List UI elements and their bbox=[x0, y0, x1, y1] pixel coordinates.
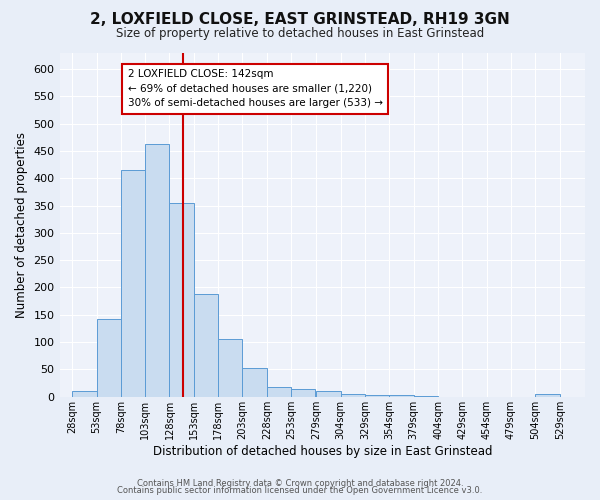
Bar bbox=[414, 396, 438, 397]
Bar bbox=[145, 144, 169, 397]
Bar bbox=[242, 368, 267, 397]
Text: 2, LOXFIELD CLOSE, EAST GRINSTEAD, RH19 3GN: 2, LOXFIELD CLOSE, EAST GRINSTEAD, RH19 … bbox=[90, 12, 510, 28]
Text: Contains public sector information licensed under the Open Government Licence v3: Contains public sector information licen… bbox=[118, 486, 482, 495]
Bar bbox=[316, 391, 341, 397]
Bar bbox=[535, 394, 560, 397]
Bar bbox=[121, 170, 145, 397]
Text: Contains HM Land Registry data © Crown copyright and database right 2024.: Contains HM Land Registry data © Crown c… bbox=[137, 478, 463, 488]
Bar bbox=[389, 395, 414, 397]
Y-axis label: Number of detached properties: Number of detached properties bbox=[15, 132, 28, 318]
Bar bbox=[365, 394, 389, 397]
X-axis label: Distribution of detached houses by size in East Grinstead: Distribution of detached houses by size … bbox=[152, 444, 492, 458]
Bar bbox=[169, 203, 194, 397]
Text: 2 LOXFIELD CLOSE: 142sqm
← 69% of detached houses are smaller (1,220)
30% of sem: 2 LOXFIELD CLOSE: 142sqm ← 69% of detach… bbox=[128, 69, 383, 108]
Bar bbox=[97, 319, 121, 397]
Bar bbox=[72, 392, 97, 397]
Bar bbox=[267, 387, 291, 397]
Bar bbox=[291, 389, 316, 397]
Bar bbox=[341, 394, 365, 397]
Text: Size of property relative to detached houses in East Grinstead: Size of property relative to detached ho… bbox=[116, 28, 484, 40]
Bar bbox=[218, 340, 242, 397]
Bar bbox=[194, 294, 218, 397]
